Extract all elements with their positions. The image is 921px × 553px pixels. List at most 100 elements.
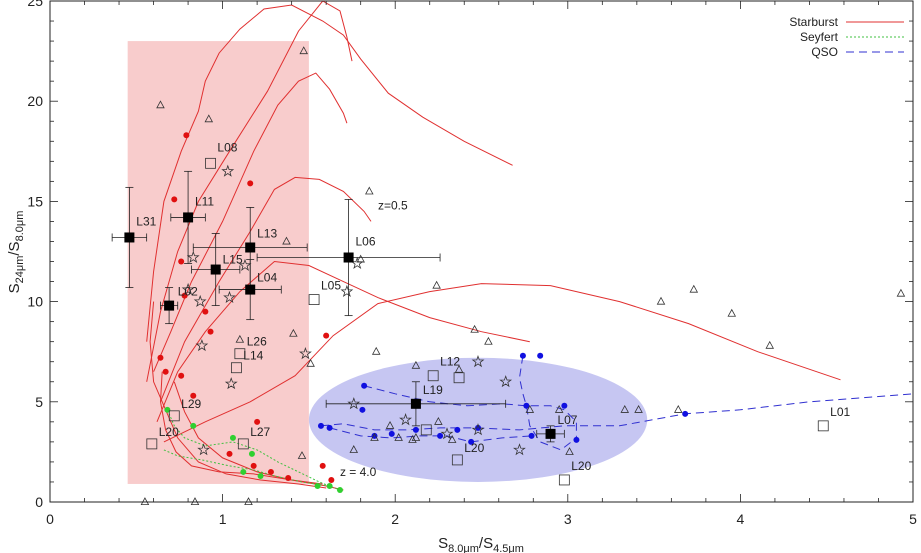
- triangle-point-10: [289, 328, 298, 337]
- starburst-dot-11: [323, 332, 330, 339]
- triangle-point-33: [370, 433, 379, 441]
- triangle-point-31: [297, 451, 307, 459]
- y-tick-label-4: 20: [27, 93, 43, 109]
- source-label-3: L15: [223, 253, 243, 267]
- track-line-starburst-5: [163, 283, 841, 443]
- starburst-dot-17: [319, 462, 326, 469]
- triangle-point-2: [299, 46, 308, 55]
- starburst-dot-2: [247, 180, 254, 187]
- qso-dot-11: [468, 438, 475, 445]
- qso-dot-10: [454, 426, 461, 433]
- star-point-14: [399, 413, 412, 426]
- star-point-1: [221, 164, 235, 177]
- y-tick-label-3: 15: [27, 193, 43, 209]
- qso-dot-5: [326, 424, 333, 431]
- triangle-point-15: [411, 433, 421, 441]
- starburst-dot-8: [162, 368, 169, 375]
- x-axis-title-main: S: [438, 535, 448, 552]
- triangle-point-25: [565, 447, 574, 455]
- source-label-2: L13: [257, 226, 277, 240]
- seyfert-dot-8: [336, 486, 343, 493]
- starburst-dot-6: [207, 328, 214, 335]
- y-tick-label-1: 5: [35, 394, 43, 410]
- source-label-1: L11: [195, 194, 214, 208]
- triangle-point-9: [371, 346, 381, 355]
- plot-frame: [49, 0, 914, 503]
- track-line-starburst-0: [146, 4, 513, 342]
- data-markers: [140, 46, 906, 505]
- starburst-dot-14: [250, 462, 257, 469]
- triangle-point-6: [432, 280, 441, 289]
- labeled-open-square-1: [308, 294, 320, 305]
- source-label-8: L07: [557, 413, 577, 427]
- triangle-point-35: [244, 497, 253, 505]
- qso-dot-13: [523, 402, 530, 409]
- labeled-open-square-3: [231, 362, 242, 374]
- x-tick-label-2: 2: [391, 511, 399, 527]
- y-tick-label-0: 0: [35, 494, 43, 510]
- x-axis-title-sub: 8.0μm: [448, 543, 479, 553]
- filled-square-0: [124, 232, 135, 243]
- triangle-point-16: [411, 360, 421, 369]
- filled-square-2: [245, 242, 256, 253]
- x-axis-title: S8.0μm/S4.5μm: [438, 535, 524, 553]
- star-point-0: [186, 250, 200, 264]
- track-line-starburst-4: [156, 260, 530, 422]
- y-axis-title-main: S: [6, 283, 23, 293]
- open-square-1: [420, 424, 432, 436]
- qso-dot-12: [475, 424, 482, 431]
- filled-square-1: [183, 212, 194, 223]
- triangle-point-36: [190, 497, 200, 505]
- qso-dot-8: [412, 426, 419, 433]
- track-line-seyfert-10: [163, 449, 330, 487]
- star-point-12: [499, 375, 513, 388]
- seyfert-dot-7: [326, 482, 333, 489]
- starburst-dot-7: [157, 354, 164, 361]
- source-label-6: L02: [178, 285, 198, 299]
- seyfert-dot-1: [190, 422, 197, 429]
- annotation-1: z = 4.0: [340, 465, 377, 479]
- starburst-dot-3: [178, 258, 185, 265]
- qso-dot-14: [528, 432, 535, 439]
- star-point-7: [195, 338, 209, 352]
- x-tick-label-4: 4: [737, 511, 745, 527]
- labeled-open-square-7: [427, 370, 439, 382]
- starburst-dot-13: [226, 450, 233, 457]
- y-axis-title-mid: /S: [6, 241, 23, 255]
- triangle-point-37: [140, 497, 150, 505]
- triangle-point-34: [349, 445, 359, 453]
- star-point-3: [223, 290, 236, 303]
- triangle-point-26: [525, 404, 535, 413]
- starburst-dot-16: [285, 474, 292, 481]
- labeled-open-square-10: [817, 420, 829, 432]
- open-square-label-10: L01: [830, 405, 850, 419]
- x-tick-label-0: 0: [46, 511, 54, 527]
- labeled-open-square-2: [234, 348, 246, 360]
- triangle-point-32: [896, 288, 906, 297]
- triangle-point-30: [385, 421, 395, 429]
- triangle-point-3: [365, 186, 374, 195]
- seyfert-dot-6: [314, 482, 321, 489]
- track-line-starburst-1: [146, 0, 353, 382]
- open-square-label-0: L08: [217, 140, 237, 154]
- track-line-qso-14: [329, 427, 532, 443]
- starburst-dot-0: [183, 132, 190, 139]
- triangle-point-23: [634, 404, 643, 413]
- y-tick-label-5: 25: [27, 0, 43, 9]
- filled-square-3: [210, 264, 221, 275]
- star-point-10: [340, 284, 354, 297]
- filled-square-7: [410, 398, 421, 409]
- filled-square-8: [545, 428, 556, 439]
- triangle-point-24: [554, 404, 564, 413]
- track-line-seyfert-9: [166, 409, 341, 491]
- qso-region-1: [308, 357, 648, 482]
- starburst-dot-9: [178, 372, 185, 379]
- triangle-point-13: [454, 364, 464, 373]
- starburst-dot-15: [267, 468, 274, 475]
- triangle-point-28: [447, 435, 457, 443]
- labeled-open-square-6: [237, 438, 249, 450]
- filled-square-6: [164, 300, 175, 311]
- labeled-open-square-8: [451, 454, 463, 466]
